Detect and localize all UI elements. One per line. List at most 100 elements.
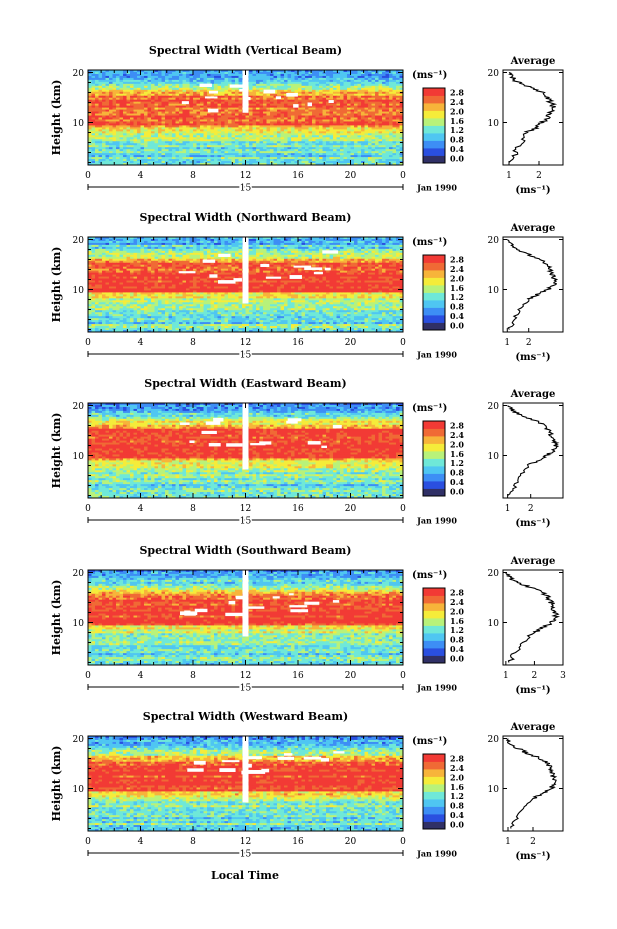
colorbar-tick-label: 2.4 <box>450 763 464 773</box>
average-profile <box>502 236 564 333</box>
x-axis-label: Local Time <box>211 869 279 882</box>
x-tick-label: 0 <box>400 837 406 847</box>
average-unit-label: (ms⁻¹) <box>515 352 550 363</box>
colorbar-tick-label: 0.0 <box>450 153 464 163</box>
average-title: Average <box>510 223 556 234</box>
average-title: Average <box>510 722 556 733</box>
average-line <box>508 71 558 163</box>
average-y-tick-label: 20 <box>488 402 500 412</box>
average-y-tick-label: 10 <box>488 785 500 795</box>
colorbar-tick-label: 0.0 <box>450 486 464 496</box>
average-x-tick-label: 2 <box>526 338 532 348</box>
colorbar <box>422 420 446 497</box>
date-label: Jan 1990 <box>416 849 457 859</box>
colorbar-tick-label: 2.0 <box>450 606 464 616</box>
colorbar-tick-label: 2.8 <box>450 588 464 598</box>
colorbar-tick-label: 0.4 <box>450 477 464 487</box>
y-axis-label: Height (km) <box>50 413 63 489</box>
average-y-tick-label: 20 <box>488 236 500 246</box>
colorbar <box>422 87 446 164</box>
day-label: 15 <box>240 184 252 194</box>
y-tick-label: 20 <box>73 735 85 745</box>
day-label: 15 <box>240 351 252 361</box>
colorbar <box>422 587 446 664</box>
colorbar-tick-label: 0.0 <box>450 819 464 829</box>
colorbar-tick-label: 0.4 <box>450 144 464 154</box>
average-x-tick-label: 1 <box>503 671 509 681</box>
average-y-tick-label: 10 <box>488 619 500 629</box>
x-tick-label: 4 <box>138 171 144 181</box>
x-tick-label: 16 <box>292 671 304 681</box>
average-y-tick-label: 10 <box>488 452 500 462</box>
x-tick-label: 0 <box>85 671 91 681</box>
average-y-tick-label: 20 <box>488 69 500 79</box>
day-label: 15 <box>240 517 252 527</box>
average-profile <box>502 69 564 166</box>
colorbar-tick-label: 2.0 <box>450 273 464 283</box>
colorbar-tick-label: 0.0 <box>450 320 464 330</box>
x-tick-label: 8 <box>190 837 196 847</box>
x-tick-label: 0 <box>400 171 406 181</box>
average-x-tick-label: 2 <box>532 671 538 681</box>
colorbar-tick-label: 1.2 <box>450 292 464 302</box>
x-tick-label: 0 <box>85 338 91 348</box>
panel-title: Spectral Width (Westward Beam) <box>143 710 348 723</box>
x-tick-label: 12 <box>240 338 251 348</box>
average-y-tick-label: 20 <box>488 735 500 745</box>
colorbar-tick-label: 2.0 <box>450 772 464 782</box>
average-unit-label: (ms⁻¹) <box>515 851 550 862</box>
y-tick-label: 20 <box>73 69 85 79</box>
colorbar-unit-label: (ms⁻¹) <box>412 70 447 81</box>
colorbar-tick-label: 0.4 <box>450 311 464 321</box>
average-x-tick-label: 3 <box>560 671 566 681</box>
panel-title: Spectral Width (Southward Beam) <box>139 544 351 557</box>
x-tick-label: 4 <box>138 671 144 681</box>
average-y-tick-label: 20 <box>488 569 500 579</box>
date-label: Jan 1990 <box>416 516 457 526</box>
x-tick-label: 16 <box>292 837 304 847</box>
colorbar-tick-label: 2.8 <box>450 754 464 764</box>
colorbar-tick-label: 2.0 <box>450 106 464 116</box>
colorbar-tick-label: 2.4 <box>450 264 464 274</box>
average-line <box>506 239 559 330</box>
colorbar-tick-label: 2.4 <box>450 430 464 440</box>
y-axis-label: Height (km) <box>50 80 63 156</box>
x-tick-label: 8 <box>190 671 196 681</box>
x-tick-label: 16 <box>292 338 304 348</box>
colorbar-tick-label: 1.6 <box>450 449 464 459</box>
x-tick-label: 8 <box>190 338 196 348</box>
colorbar-tick-label: 1.6 <box>450 782 464 792</box>
panel-3: Spectral Width (Eastward Beam)2010Height… <box>50 377 564 529</box>
average-y-tick-label: 10 <box>488 286 500 296</box>
colorbar-tick-label: 2.4 <box>450 97 464 107</box>
x-tick-label: 12 <box>240 504 251 514</box>
average-unit-label: (ms⁻¹) <box>515 518 550 529</box>
panel-title: Spectral Width (Vertical Beam) <box>149 44 342 57</box>
x-tick-label: 16 <box>292 171 304 181</box>
day-label: 15 <box>240 684 252 694</box>
heatmap <box>88 403 403 498</box>
heatmap <box>88 237 403 332</box>
y-axis-label: Height (km) <box>50 580 63 656</box>
panel-2: Spectral Width (Northward Beam)2010Heigh… <box>50 211 564 363</box>
x-tick-label: 12 <box>240 671 251 681</box>
y-tick-label: 10 <box>73 785 85 795</box>
x-tick-label: 0 <box>400 338 406 348</box>
average-unit-label: (ms⁻¹) <box>515 685 550 696</box>
x-tick-label: 12 <box>240 837 251 847</box>
x-tick-label: 4 <box>138 504 144 514</box>
y-axis-label: Height (km) <box>50 247 63 323</box>
colorbar-tick-label: 0.8 <box>450 302 464 312</box>
colorbar-tick-label: 2.8 <box>450 88 464 98</box>
average-x-tick-label: 2 <box>536 171 542 181</box>
average-profile <box>502 569 564 666</box>
average-x-tick-label: 1 <box>505 837 511 847</box>
x-tick-label: 16 <box>292 504 304 514</box>
average-line <box>507 405 560 496</box>
date-label: Jan 1990 <box>416 350 457 360</box>
average-profile <box>502 402 564 499</box>
colorbar-tick-label: 1.2 <box>450 791 464 801</box>
colorbar <box>422 254 446 331</box>
average-line <box>505 572 561 663</box>
